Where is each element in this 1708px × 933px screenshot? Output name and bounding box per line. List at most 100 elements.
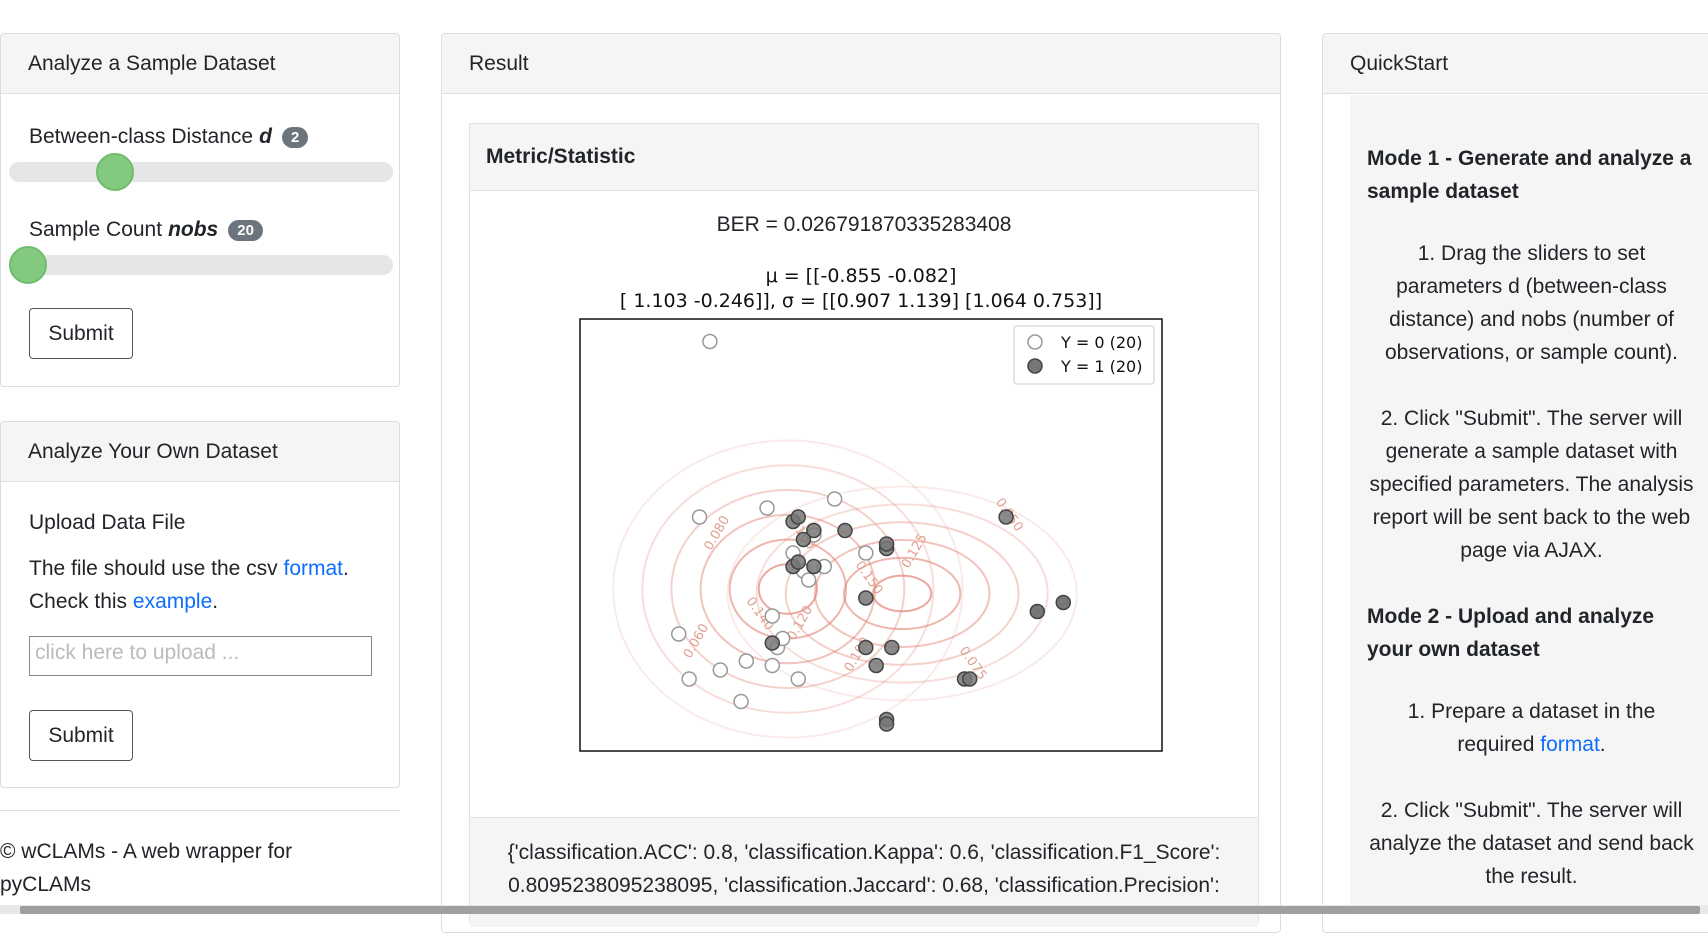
point-class-0 xyxy=(702,333,718,350)
distance-label: Between-class Distance xyxy=(29,125,254,148)
point-class-1 xyxy=(790,509,806,525)
upload-dataset-card: Analyze Your Own Dataset Upload Data Fil… xyxy=(0,421,400,788)
point-class-1 xyxy=(795,531,812,548)
point-class-1 xyxy=(961,671,978,687)
point-class-0 xyxy=(826,491,843,507)
points-layer xyxy=(670,333,1072,732)
point-class-1 xyxy=(806,558,822,575)
legend-label: Y = 0 (20) xyxy=(1060,333,1142,352)
upload-description: The file should use the csv format. Chec… xyxy=(29,552,349,618)
upload-dataset-title: Analyze Your Own Dataset xyxy=(28,439,278,463)
footer-divider xyxy=(0,810,400,811)
point-class-1 xyxy=(764,635,781,651)
count-slider[interactable] xyxy=(9,246,393,284)
distance-slider[interactable] xyxy=(9,153,393,191)
point-class-0 xyxy=(858,545,874,561)
quickstart-header: QuickStart xyxy=(1323,34,1708,94)
count-label: Sample Count xyxy=(29,218,163,241)
distance-symbol: d xyxy=(259,125,272,148)
distance-slider-thumb[interactable] xyxy=(95,153,134,191)
contour-line xyxy=(813,539,991,648)
sample-dataset-title: Analyze a Sample Dataset xyxy=(28,51,276,75)
point-class-1 xyxy=(858,590,874,606)
point-class-0 xyxy=(764,608,781,624)
point-class-1 xyxy=(1029,603,1046,620)
point-class-1 xyxy=(858,639,874,656)
mode2-step1-suffix: . xyxy=(1599,733,1606,756)
contour-label: 0.060 xyxy=(681,621,713,661)
count-symbol: nobs xyxy=(168,218,219,241)
mode1-step2: 2. Click "Submit". The server will gener… xyxy=(1369,407,1694,562)
upload-label: Upload Data File xyxy=(29,511,186,534)
upload-submit-button[interactable]: Submit xyxy=(29,710,133,761)
sample-submit-button[interactable]: Submit xyxy=(29,308,133,359)
check-suffix: . xyxy=(212,590,219,613)
contour-line xyxy=(842,556,962,631)
quickstart-body: Mode 1 - Generate and analyze a sample d… xyxy=(1350,95,1708,914)
contour-line xyxy=(784,521,1020,666)
footer-text: © wCLAMs - A web wrapper for pyCLAMs xyxy=(0,835,292,901)
example-link[interactable]: example xyxy=(132,590,213,613)
distance-value-badge: 2 xyxy=(281,126,309,148)
contour-line xyxy=(612,439,964,739)
distance-label-row: Between-class Distance d 2 xyxy=(29,125,309,149)
format-link[interactable]: format xyxy=(283,557,343,580)
check-prefix: Check this xyxy=(29,590,128,613)
scatter-chart: μ = [[-0.855 -0.082] [ 1.103 -0.246]], σ… xyxy=(486,250,1236,813)
result-title: Result xyxy=(469,51,529,75)
contour-line xyxy=(699,513,877,665)
legend-marker xyxy=(1027,358,1043,374)
ber-text: BER = 0.026791870335283408 xyxy=(716,213,1012,236)
legend-marker xyxy=(1027,334,1043,350)
point-class-0 xyxy=(790,671,806,687)
point-class-1 xyxy=(790,554,806,570)
mode2-title: Mode 2 - Upload and analyze your own dat… xyxy=(1367,605,1655,661)
point-class-0 xyxy=(764,657,781,674)
point-class-0 xyxy=(681,671,697,687)
contour-line xyxy=(872,574,933,613)
count-value-badge: 20 xyxy=(228,219,263,241)
point-class-0 xyxy=(800,572,817,588)
metric-header-label: Metric/Statistic xyxy=(486,145,636,168)
mode2-step2: 2. Click "Submit". The server will analy… xyxy=(1369,799,1694,888)
horizontal-scrollbar-thumb[interactable] xyxy=(20,906,1700,914)
point-class-1 xyxy=(884,639,900,656)
metric-header: Metric/Statistic xyxy=(470,124,1258,191)
upload-input[interactable]: click here to upload ... xyxy=(29,636,372,676)
point-class-0 xyxy=(733,693,749,710)
result-header: Result xyxy=(442,34,1280,94)
mode1-step1: 1. Drag the sliders to set parameters d … xyxy=(1385,242,1678,364)
quickstart-title: QuickStart xyxy=(1350,51,1449,75)
point-class-1 xyxy=(837,522,853,539)
sample-dataset-header: Analyze a Sample Dataset xyxy=(1,34,399,94)
footer-line1: © wCLAMs - A web wrapper for xyxy=(0,840,293,863)
contour-line xyxy=(641,464,935,714)
result-card: Result Metric/Statistic BER = 0.02679187… xyxy=(441,33,1281,933)
mode2-format-link[interactable]: format xyxy=(1540,733,1600,756)
chart-title-line1: μ = [[-0.855 -0.082] xyxy=(766,265,957,287)
count-slider-thumb[interactable] xyxy=(9,246,47,284)
desc-prefix: The file should use the csv xyxy=(29,557,278,580)
plot-frame xyxy=(579,318,1163,752)
mode1-title: Mode 1 - Generate and analyze a sample d… xyxy=(1367,147,1692,203)
point-class-0 xyxy=(738,653,755,669)
metrics-line1: {'classification.ACC': 0.8, 'classificat… xyxy=(507,841,1221,864)
chart-title-line2: [ 1.103 -0.246]], σ = [[0.907 1.139] [1.… xyxy=(620,290,1102,312)
chart-legend: Y = 0 (20) Y = 1 (20) xyxy=(1013,325,1155,385)
contour-line xyxy=(670,489,906,689)
horizontal-scrollbar[interactable] xyxy=(0,905,1708,914)
point-class-1 xyxy=(1055,594,1072,611)
contour-layer: 0.0800.1000.0600.1400.1200.0500.1250.150… xyxy=(612,439,1078,739)
legend-label: Y = 1 (20) xyxy=(1060,357,1142,376)
mode2-step1: 1. Prepare a dataset in the required for… xyxy=(1367,695,1696,761)
legend-box xyxy=(1013,325,1155,385)
footer-line2: pyCLAMs xyxy=(0,873,92,896)
upload-dataset-header: Analyze Your Own Dataset xyxy=(1,422,399,482)
contour-line xyxy=(726,485,1078,702)
point-class-1 xyxy=(878,716,895,732)
metrics-line2: 0.8095238095238095, 'classification.Jacc… xyxy=(508,874,1220,897)
metric-panel: Metric/Statistic BER = 0.026791870335283… xyxy=(469,123,1259,927)
desc-mid: . xyxy=(343,557,349,580)
point-class-1 xyxy=(878,536,895,552)
point-class-0 xyxy=(670,626,687,642)
